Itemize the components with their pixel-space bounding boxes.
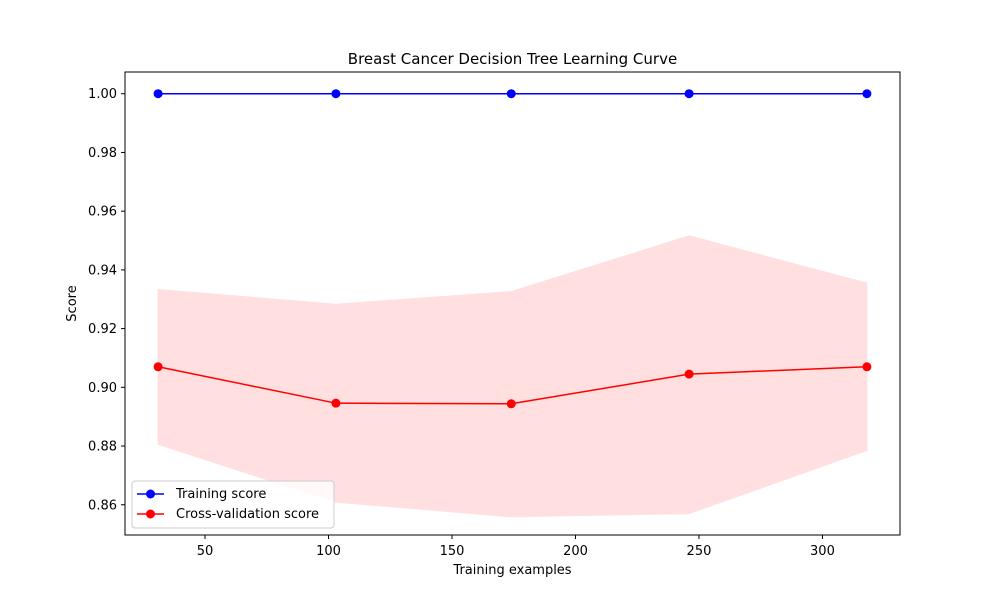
x-tick-label-2: 150 [440, 544, 465, 559]
x-tick-label-5: 300 [810, 544, 835, 559]
y-tick-label-4: 0.94 [88, 263, 117, 278]
lines-layer [153, 89, 872, 409]
chart-title: Breast Cancer Decision Tree Learning Cur… [348, 50, 677, 68]
y-tick-label-0: 0.86 [88, 498, 117, 513]
axes-layer: 50 100 150 200 250 300 0.86 0.88 0.90 0.92 0.94 0.9… [88, 87, 835, 559]
legend-frame [131, 480, 335, 529]
series-0-point-3 [684, 89, 694, 99]
legend-marker-training [146, 489, 155, 499]
x-tick-label-4: 250 [687, 544, 712, 559]
y-tick-label-1: 0.88 [88, 440, 117, 455]
y-tick-label-7: 1.00 [88, 87, 117, 102]
series-0-point-4 [862, 89, 872, 99]
legend: Training score Cross-validation score [131, 480, 335, 529]
x-axis-label: Training examples [452, 563, 571, 578]
legend-marker-cv [146, 509, 155, 519]
x-tick-label-1: 100 [316, 544, 341, 559]
y-tick-label-5: 0.96 [88, 205, 117, 220]
y-axis-label: Score [65, 285, 80, 321]
plot-area-frame [124, 71, 901, 536]
bands-layer [157, 235, 868, 518]
y-tick-label-3: 0.92 [88, 322, 117, 337]
series-1-point-1 [331, 398, 341, 408]
band-1 [157, 235, 868, 518]
series-1-point-4 [862, 362, 872, 372]
series-1-point-3 [684, 369, 694, 379]
x-tick-label-3: 200 [563, 544, 588, 559]
series-0-point-2 [506, 89, 516, 99]
y-tick-label-6: 0.98 [88, 146, 117, 161]
y-tick-label-2: 0.90 [88, 381, 117, 396]
legend-label-cv: Cross-validation score [176, 507, 319, 522]
series-0-point-1 [331, 89, 341, 99]
x-tick-label-0: 50 [197, 544, 214, 559]
series-1-point-0 [153, 362, 163, 372]
legend-label-training: Training score [175, 487, 266, 502]
series-0-point-0 [153, 89, 163, 99]
series-1-point-2 [506, 399, 516, 409]
